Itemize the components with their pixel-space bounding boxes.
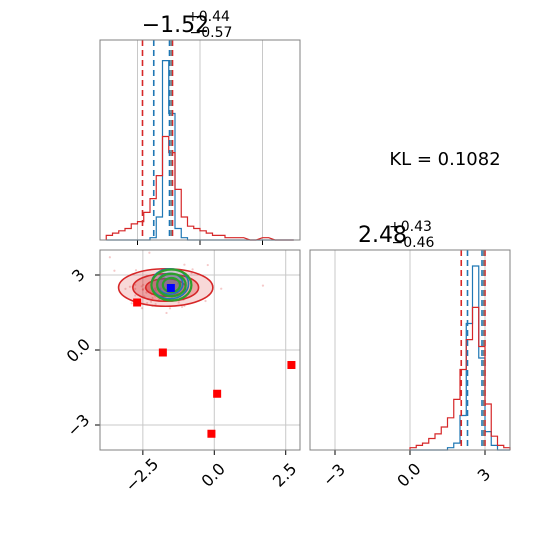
marginal-x-title-upper: +0.44 [187,9,230,25]
scatter-dot [134,283,137,286]
marker-square-red [207,429,216,438]
scatter-dot [128,285,132,288]
contour-green [156,272,187,298]
marginal-y-title-upper: +0.43 [389,219,432,235]
scatter-dot [183,263,186,266]
histogram-red [105,135,294,241]
scatter-dot [168,307,172,310]
joint-contours [117,267,214,308]
scatter-dot [191,268,194,271]
marginal-y-title: 2.48 +0.43 −0.46 [358,216,437,251]
scatter-dot [153,287,157,290]
scatter-dot [148,251,151,254]
scatter-dot [108,256,111,259]
marker-square-red [158,348,167,357]
marginal-x-title-lower: −0.57 [190,25,233,41]
scatter-dot [145,291,148,294]
scatter-dot [150,300,153,303]
scatter-dot [157,298,161,301]
scatter-dot [134,269,138,272]
marginal-x-grid [137,40,263,245]
marginal-x-title: −1.52 +0.44 −0.57 [142,6,235,41]
scatter-dot [130,302,133,305]
scatter-dot [154,303,157,306]
scatter-dot [124,287,127,290]
scatter-dot [154,288,157,292]
marker-square-blue [166,284,175,292]
marker-square-red [213,389,222,398]
scatter-dot [146,301,149,305]
marginal-y-title-value: 2.48 [358,223,407,248]
scatter-dot [134,287,137,290]
scatter-dot [140,285,143,288]
contour-green [150,268,193,302]
marker-square-red [287,361,296,369]
scatter-dot [206,263,209,267]
marginal-y-frame [309,249,511,451]
scatter-dot [140,307,144,310]
marginal-x-panel: −1.52 +0.44 −0.57 [99,6,301,245]
scatter-dot [204,299,207,303]
scatter-dot [142,283,145,286]
scatter-dot [141,288,144,291]
joint-frame [99,249,301,451]
scatter-dot [261,284,265,287]
marginal-x-quantile-lines [141,40,174,240]
marginal-y-quantile-lines [460,250,486,450]
marginal-y-title-lower: −0.46 [392,235,435,251]
marker-square-red [133,298,142,307]
scatter-dot [180,305,184,308]
scatter-dot [151,296,154,300]
scatter-dot [220,287,223,290]
scatter-dot [134,294,137,297]
kl-divergence-label: KL = 0.1082 [389,149,500,170]
scatter-dot [165,311,168,315]
scatter-dot [113,269,116,272]
scatter-dot [141,288,145,291]
joint-square-markers [133,284,296,438]
marginal-x-title-value: −1.52 [142,13,209,38]
marginal-x-frame [99,39,301,241]
histogram-red [409,306,511,450]
scatter-dot [177,301,180,304]
